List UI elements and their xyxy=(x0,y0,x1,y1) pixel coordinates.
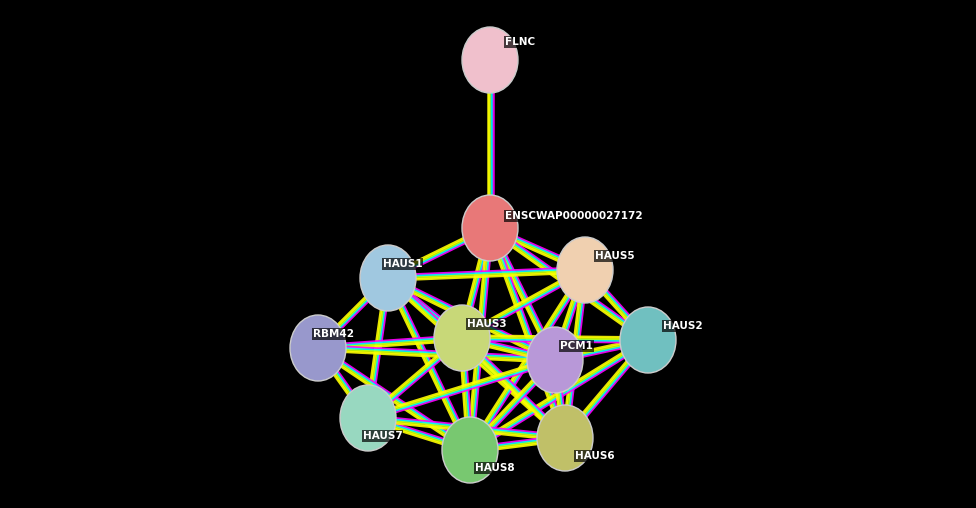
Text: HAUS8: HAUS8 xyxy=(475,463,514,473)
Ellipse shape xyxy=(620,307,676,373)
Text: HAUS6: HAUS6 xyxy=(575,451,615,461)
Ellipse shape xyxy=(434,305,490,371)
Ellipse shape xyxy=(360,245,416,311)
Ellipse shape xyxy=(557,237,613,303)
Text: PCM1: PCM1 xyxy=(560,341,592,351)
Text: RBM42: RBM42 xyxy=(313,329,354,339)
Text: HAUS2: HAUS2 xyxy=(663,321,703,331)
Text: HAUS3: HAUS3 xyxy=(467,319,507,329)
Ellipse shape xyxy=(340,385,396,451)
Text: ENSCWAP00000027172: ENSCWAP00000027172 xyxy=(505,211,642,221)
Text: HAUS5: HAUS5 xyxy=(595,251,634,261)
Ellipse shape xyxy=(537,405,593,471)
Ellipse shape xyxy=(462,195,518,261)
Text: HAUS1: HAUS1 xyxy=(383,259,423,269)
Ellipse shape xyxy=(442,417,498,483)
Ellipse shape xyxy=(527,327,583,393)
Ellipse shape xyxy=(290,315,346,381)
Ellipse shape xyxy=(462,27,518,93)
Text: FLNC: FLNC xyxy=(505,37,535,47)
Text: HAUS7: HAUS7 xyxy=(363,431,403,441)
